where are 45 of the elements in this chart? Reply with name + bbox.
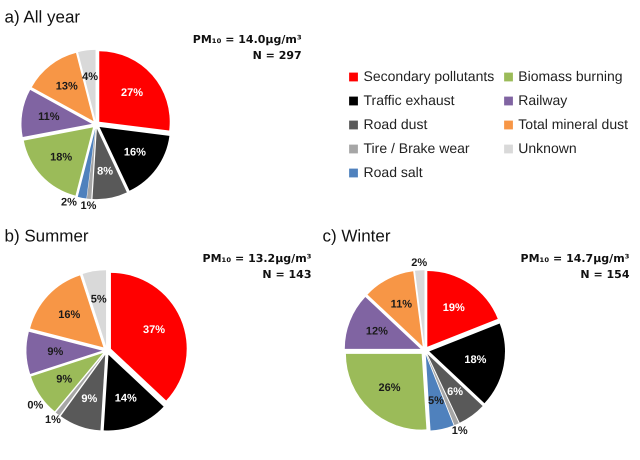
legend-label: Railway: [518, 92, 568, 108]
data-label: 1%: [452, 425, 468, 438]
legend-label: Road salt: [364, 164, 423, 180]
data-label: 1%: [80, 200, 97, 212]
text: 0%: [27, 399, 44, 412]
data-label: 12%: [366, 326, 388, 338]
legend-label: Tire / Brake wear: [364, 140, 470, 156]
data-label: 18%: [464, 354, 487, 366]
data-label: 8%: [97, 166, 114, 178]
text: PM₁₀ = 13.2µg/m³: [202, 252, 312, 266]
data-label: 6%: [447, 386, 464, 398]
data-label: 26%: [378, 382, 401, 394]
data-label: 2%: [411, 256, 428, 269]
data-label: 11%: [38, 111, 60, 124]
legend-label: Traffic exhaust: [364, 92, 455, 108]
data-label: 18%: [50, 151, 72, 164]
data-label: 9%: [81, 392, 98, 405]
text: N = 143: [262, 268, 312, 282]
data-label: 2%: [61, 196, 78, 209]
legend-label: Biomass burning: [518, 68, 623, 84]
data-label: 5%: [90, 294, 107, 306]
legend-label: Unknown: [518, 140, 577, 156]
data-label: 27%: [121, 86, 144, 99]
chart-title: b) Summer: [4, 226, 89, 246]
chart-title: a) All year: [4, 8, 80, 26]
text: N = 297: [252, 48, 302, 62]
data-label: 19%: [442, 302, 465, 314]
chart-title: c) Winter: [322, 226, 391, 246]
data-label: 11%: [390, 298, 412, 311]
data-label: 16%: [124, 146, 146, 159]
data-label: 5%: [428, 394, 444, 407]
data-label: 1%: [44, 414, 62, 426]
data-label: 37%: [143, 324, 166, 336]
data-label: 9%: [47, 346, 64, 358]
text: N = 154: [580, 268, 630, 282]
legend-label: Secondary pollutants: [364, 68, 494, 84]
data-label: 4%: [82, 70, 98, 83]
legend-label: Total mineral dust: [518, 116, 628, 132]
text: PM₁₀ = 14.7µg/m³: [520, 252, 630, 266]
data-label: 14%: [114, 392, 137, 404]
legend-label: Road dust: [364, 116, 428, 132]
data-label: 16%: [58, 309, 80, 322]
text: PM₁₀ = 14.0µg/m³: [192, 32, 302, 46]
data-label: 13%: [56, 80, 78, 93]
data-label: 9%: [56, 373, 72, 386]
